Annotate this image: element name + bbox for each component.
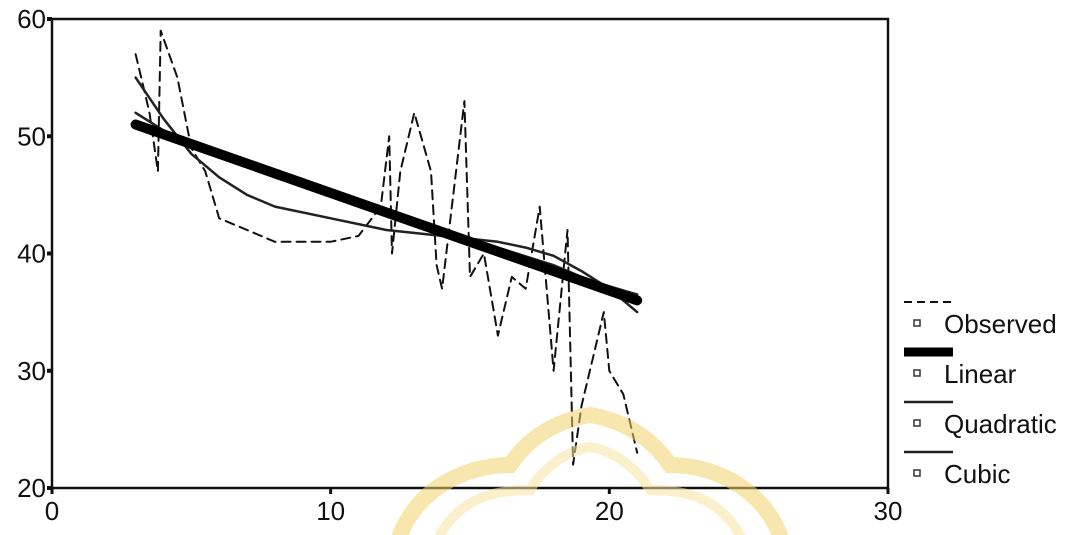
y-tick-label: 20 — [17, 473, 46, 503]
y-tick-label: 50 — [17, 121, 46, 151]
x-tick-label: 0 — [45, 496, 59, 522]
legend-label-linear: Linear — [944, 359, 1017, 389]
legend-marker-icon — [913, 319, 921, 327]
y-tick-label: 40 — [17, 239, 46, 269]
y-tick-label: 60 — [17, 4, 46, 34]
legend-marker-icon — [913, 469, 921, 477]
series-cubic-line — [134, 76, 639, 314]
series-linear-line — [130, 119, 643, 306]
tick-marks — [47, 17, 890, 494]
legend-label-observed: Observed — [944, 309, 1057, 339]
legend-label-quadratic: Quadratic — [944, 409, 1057, 439]
legend-marker-icon — [913, 419, 921, 427]
series-quadratic-line — [134, 111, 639, 296]
x-tick-label: 20 — [595, 496, 624, 522]
watermark-seal-icon — [392, 406, 788, 535]
series-layer — [130, 29, 643, 466]
legend-label-cubic: Cubic — [944, 459, 1010, 489]
y-tick-label: 30 — [17, 356, 46, 386]
legend-marker-icon — [913, 369, 921, 377]
chart: 0 10 20 30 20 30 40 50 60 Observed Linear Quadrat… — [17, 4, 1057, 522]
x-tick-label: 30 — [874, 496, 903, 522]
legend: Observed Linear Quadratic Cubic — [904, 301, 1057, 489]
x-tick-label: 10 — [316, 496, 345, 522]
y-tick-labels: 20 30 40 50 60 — [17, 4, 46, 503]
x-tick-labels: 0 10 20 30 — [45, 496, 903, 522]
